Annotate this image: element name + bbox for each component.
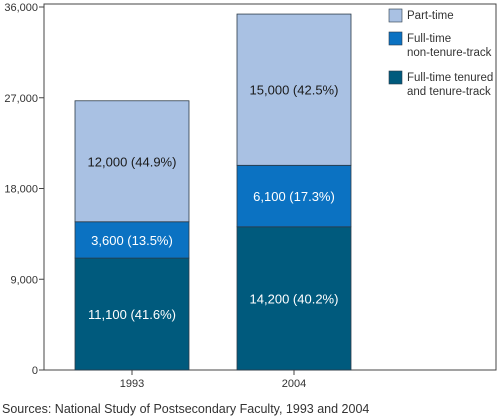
legend-swatch	[388, 70, 403, 85]
legend-swatch	[388, 8, 403, 23]
data-label: 6,100 (17.3%)	[253, 189, 335, 204]
data-label: 3,600 (13.5%)	[91, 233, 173, 248]
y-tick-label: 27,000	[4, 93, 38, 105]
bar-segment	[236, 13, 352, 166]
legend-label: Full-time non-tenure-track	[407, 33, 492, 59]
data-label: 12,000 (44.9%)	[88, 154, 177, 169]
source-note: Sources: National Study of Postsecondary…	[2, 402, 369, 416]
y-tick-label: 18,000	[4, 184, 38, 196]
x-axis: 1993 2004	[120, 370, 306, 390]
bars-group: 11,100 (41.6%) 3,600 (13.5%) 12,000 (44.9%…	[74, 13, 352, 371]
legend-label-line: Part-time	[407, 10, 454, 22]
legend-label: Full-time tenured and tenure-track	[407, 72, 493, 98]
legend-swatch	[388, 31, 403, 46]
bar-segment	[236, 164, 352, 228]
x-tick-label: 2004	[282, 378, 306, 390]
bar-segment	[236, 226, 352, 371]
legend-label-line: and tenure-track	[407, 86, 491, 98]
legend-label-line: Full-time tenured	[407, 72, 493, 84]
bar-segment	[74, 221, 190, 259]
y-axis: 0 9,000 18,000 27,000 36,000	[4, 2, 44, 377]
y-tick-label: 36,000	[4, 2, 38, 14]
y-tick-label: 0	[32, 365, 38, 377]
data-label: 14,200 (40.2%)	[250, 291, 339, 306]
legend-label-line: non-tenure-track	[407, 47, 492, 59]
data-label: 11,100 (41.6%)	[88, 307, 176, 322]
y-tick-label: 9,000	[10, 274, 38, 286]
x-tick-label: 1993	[120, 378, 144, 390]
bar-segment	[74, 257, 190, 371]
legend-label: Part-time	[407, 10, 454, 22]
legend-label-line: Full-time	[407, 33, 451, 45]
data-label: 15,000 (42.5%)	[250, 83, 339, 98]
bar-segment	[74, 100, 190, 223]
